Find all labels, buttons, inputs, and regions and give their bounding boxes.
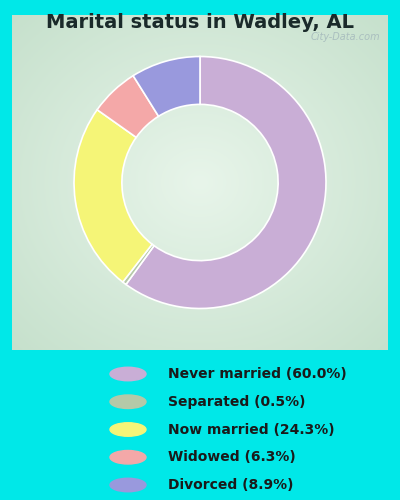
Text: City-Data.com: City-Data.com (311, 32, 380, 42)
Wedge shape (97, 76, 158, 138)
Wedge shape (74, 110, 152, 282)
Text: Never married (60.0%): Never married (60.0%) (168, 367, 347, 381)
Text: Widowed (6.3%): Widowed (6.3%) (168, 450, 296, 464)
Wedge shape (123, 244, 154, 284)
Circle shape (110, 423, 146, 436)
Circle shape (110, 395, 146, 408)
Wedge shape (126, 56, 326, 308)
Circle shape (110, 367, 146, 381)
Text: Divorced (8.9%): Divorced (8.9%) (168, 478, 294, 492)
Circle shape (110, 450, 146, 464)
Text: Separated (0.5%): Separated (0.5%) (168, 395, 306, 409)
Wedge shape (133, 56, 200, 116)
Text: Marital status in Wadley, AL: Marital status in Wadley, AL (46, 12, 354, 32)
Text: Now married (24.3%): Now married (24.3%) (168, 422, 335, 436)
Circle shape (110, 478, 146, 492)
